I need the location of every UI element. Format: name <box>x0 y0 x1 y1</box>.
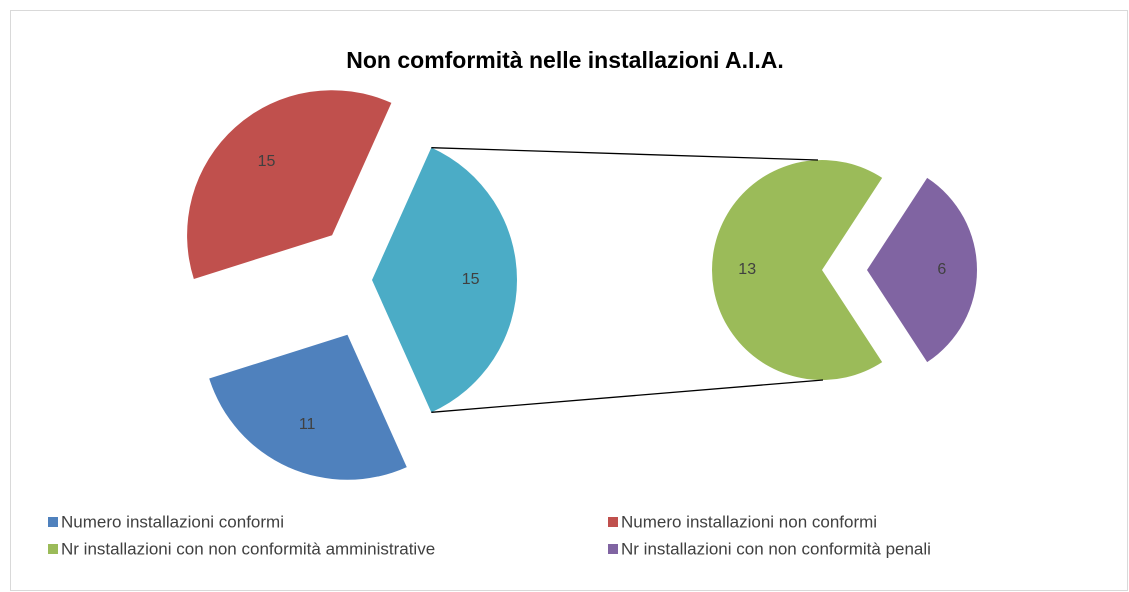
legend-label: Numero installazioni conformi <box>61 512 284 531</box>
legend-label: Numero installazioni non conformi <box>621 512 877 531</box>
data-label: 6 <box>937 261 946 278</box>
connector-line <box>431 147 819 161</box>
pie-slice <box>209 334 407 480</box>
chart-title: Non comformità nelle installazioni A.I.A… <box>346 47 783 73</box>
pie-slice <box>711 159 883 380</box>
legend-label: Nr installazioni con non conformità pena… <box>621 539 931 558</box>
legend-swatch <box>48 517 58 527</box>
legend-swatch <box>608 517 618 527</box>
legend-swatch <box>608 544 618 554</box>
connector-line <box>431 379 824 413</box>
data-label: 15 <box>258 153 276 170</box>
pie-slice <box>372 147 517 413</box>
legend-label: Nr installazioni con non conformità ammi… <box>61 539 435 558</box>
legend-swatch <box>48 544 58 554</box>
pie-slice <box>187 90 392 279</box>
pie-slice <box>867 177 978 363</box>
data-label: 11 <box>299 416 316 433</box>
data-label: 13 <box>738 261 756 278</box>
data-label: 15 <box>462 271 480 288</box>
